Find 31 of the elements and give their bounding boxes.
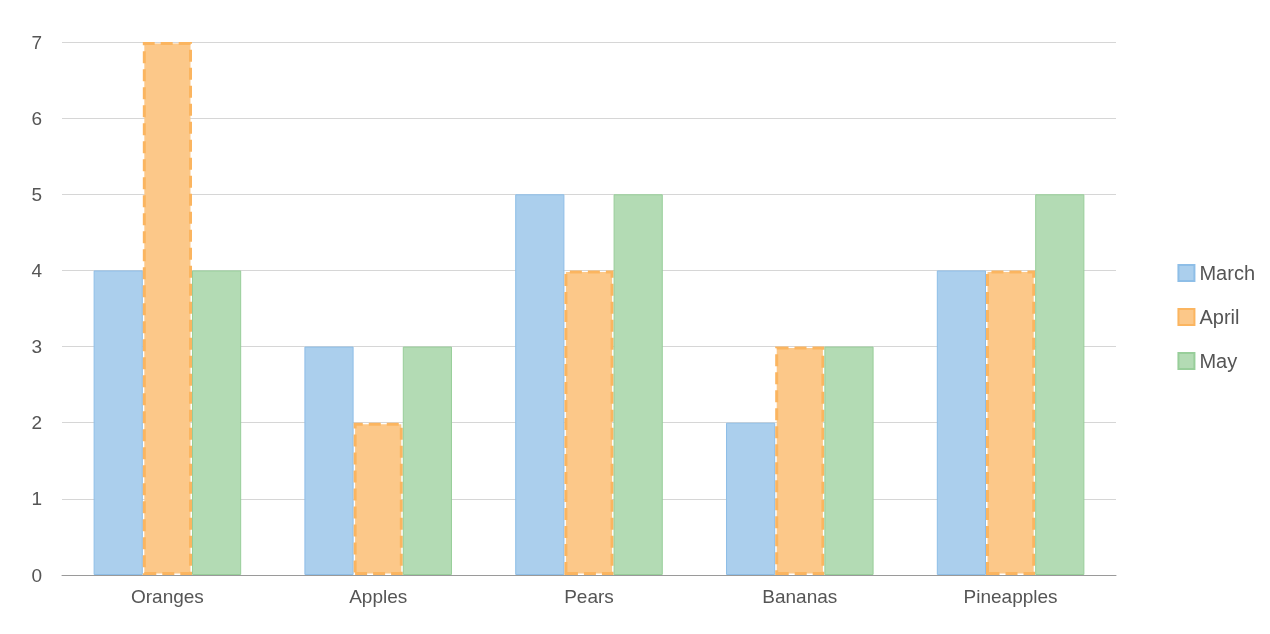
x-tick-label: Pineapples <box>963 586 1058 607</box>
bar <box>726 422 776 575</box>
x-tick-label: Bananas <box>762 586 838 607</box>
bar <box>191 270 242 575</box>
bar <box>515 194 565 575</box>
y-tick-label: 1 <box>31 488 42 510</box>
bar <box>986 270 1036 575</box>
x-tick-label: Pears <box>564 586 614 607</box>
y-tick-label: 3 <box>31 336 42 358</box>
y-tick-label: 6 <box>31 107 42 129</box>
x-tick-label: Oranges <box>130 586 204 607</box>
y-tick-label: 5 <box>31 183 42 205</box>
bar <box>936 270 987 575</box>
x-tick-label: Apples <box>349 586 408 607</box>
legend-label: March <box>1199 262 1256 284</box>
legend-label: May <box>1199 350 1238 372</box>
bar <box>613 194 663 575</box>
y-tick-label: 0 <box>31 564 42 586</box>
bar <box>564 270 614 575</box>
bar <box>353 422 403 575</box>
bar <box>304 346 354 575</box>
y-tick-label: 2 <box>31 412 42 434</box>
bar <box>824 346 874 575</box>
y-tick-label: 4 <box>31 259 43 281</box>
bar <box>1035 194 1085 575</box>
bar <box>93 270 143 575</box>
bar <box>402 346 452 575</box>
legend-label: April <box>1199 306 1240 328</box>
y-tick-label: 7 <box>31 31 42 53</box>
bar <box>775 346 825 575</box>
bar <box>142 42 192 575</box>
